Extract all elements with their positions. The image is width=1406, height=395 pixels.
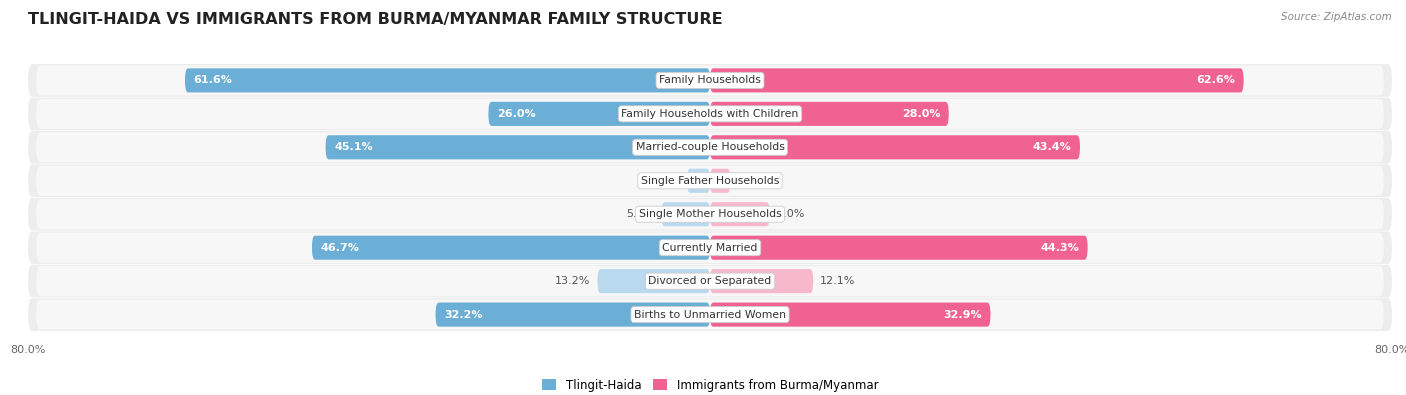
Text: 61.6%: 61.6% — [194, 75, 232, 85]
FancyBboxPatch shape — [28, 164, 1392, 197]
FancyBboxPatch shape — [710, 202, 769, 226]
FancyBboxPatch shape — [28, 265, 1392, 297]
Text: 32.2%: 32.2% — [444, 310, 482, 320]
FancyBboxPatch shape — [37, 199, 1384, 229]
Text: 32.9%: 32.9% — [943, 310, 981, 320]
Text: 2.4%: 2.4% — [737, 176, 766, 186]
FancyBboxPatch shape — [710, 169, 731, 193]
Text: Family Households with Children: Family Households with Children — [621, 109, 799, 119]
FancyBboxPatch shape — [37, 99, 1384, 129]
Text: Married-couple Households: Married-couple Households — [636, 142, 785, 152]
FancyBboxPatch shape — [436, 303, 710, 327]
FancyBboxPatch shape — [28, 64, 1392, 97]
Text: 44.3%: 44.3% — [1040, 243, 1080, 253]
Text: Family Households: Family Households — [659, 75, 761, 85]
Text: Single Father Households: Single Father Households — [641, 176, 779, 186]
Text: Source: ZipAtlas.com: Source: ZipAtlas.com — [1281, 12, 1392, 22]
Text: 13.2%: 13.2% — [555, 276, 591, 286]
FancyBboxPatch shape — [661, 202, 710, 226]
Legend: Tlingit-Haida, Immigrants from Burma/Myanmar: Tlingit-Haida, Immigrants from Burma/Mya… — [537, 374, 883, 395]
FancyBboxPatch shape — [37, 299, 1384, 330]
Text: 26.0%: 26.0% — [496, 109, 536, 119]
Text: 62.6%: 62.6% — [1197, 75, 1234, 85]
FancyBboxPatch shape — [710, 68, 1244, 92]
FancyBboxPatch shape — [710, 269, 813, 293]
Text: Currently Married: Currently Married — [662, 243, 758, 253]
FancyBboxPatch shape — [710, 303, 990, 327]
Text: Births to Unmarried Women: Births to Unmarried Women — [634, 310, 786, 320]
FancyBboxPatch shape — [28, 98, 1392, 130]
FancyBboxPatch shape — [598, 269, 710, 293]
FancyBboxPatch shape — [28, 231, 1392, 264]
Text: Single Mother Households: Single Mother Households — [638, 209, 782, 219]
Text: 7.0%: 7.0% — [776, 209, 804, 219]
Text: 5.7%: 5.7% — [626, 209, 655, 219]
Text: Divorced or Separated: Divorced or Separated — [648, 276, 772, 286]
Text: 43.4%: 43.4% — [1032, 142, 1071, 152]
FancyBboxPatch shape — [28, 198, 1392, 231]
Text: 28.0%: 28.0% — [901, 109, 941, 119]
FancyBboxPatch shape — [710, 135, 1080, 159]
FancyBboxPatch shape — [710, 102, 949, 126]
Text: 46.7%: 46.7% — [321, 243, 360, 253]
Text: 2.7%: 2.7% — [652, 176, 681, 186]
FancyBboxPatch shape — [488, 102, 710, 126]
FancyBboxPatch shape — [28, 298, 1392, 331]
FancyBboxPatch shape — [28, 131, 1392, 164]
FancyBboxPatch shape — [312, 236, 710, 260]
FancyBboxPatch shape — [186, 68, 710, 92]
FancyBboxPatch shape — [37, 132, 1384, 162]
Text: TLINGIT-HAIDA VS IMMIGRANTS FROM BURMA/MYANMAR FAMILY STRUCTURE: TLINGIT-HAIDA VS IMMIGRANTS FROM BURMA/M… — [28, 12, 723, 27]
FancyBboxPatch shape — [326, 135, 710, 159]
Text: 45.1%: 45.1% — [335, 142, 373, 152]
FancyBboxPatch shape — [37, 233, 1384, 263]
FancyBboxPatch shape — [37, 65, 1384, 96]
FancyBboxPatch shape — [37, 166, 1384, 196]
Text: 12.1%: 12.1% — [820, 276, 855, 286]
FancyBboxPatch shape — [688, 169, 710, 193]
FancyBboxPatch shape — [710, 236, 1088, 260]
FancyBboxPatch shape — [37, 266, 1384, 296]
